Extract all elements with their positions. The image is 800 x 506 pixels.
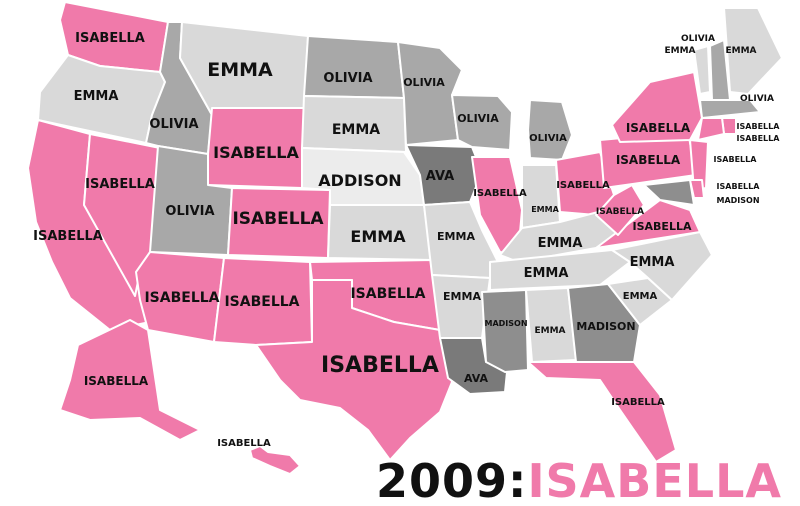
state-tn[interactable] <box>489 249 631 291</box>
label-wv: ISABELLA <box>596 207 644 217</box>
label-wy: ISABELLA <box>213 143 299 162</box>
label-tx: ISABELLA <box>321 353 439 378</box>
label-ia: AVA <box>426 169 454 184</box>
label-wa: ISABELLA <box>75 31 145 46</box>
label-ny: ISABELLA <box>626 121 691 135</box>
label-vt: EMMA <box>664 46 695 56</box>
map-title: 2009:ISABELLA <box>376 458 782 504</box>
label-pa: ISABELLA <box>616 153 681 167</box>
label-va: ISABELLA <box>633 220 692 233</box>
label-la: AVA <box>464 372 489 385</box>
label-ok: ISABELLA <box>350 286 425 302</box>
label-tn: EMMA <box>524 266 569 281</box>
state-hi[interactable] <box>249 445 301 475</box>
label-ri: ISABELLA <box>737 122 781 131</box>
label-ms: MADISON <box>484 319 527 328</box>
label-ga: MADISON <box>576 320 635 333</box>
state-sd[interactable] <box>301 95 407 153</box>
label-mn: OLIVIA <box>403 76 445 89</box>
state-ct[interactable] <box>697 117 725 141</box>
label-ca: ISABELLA <box>33 229 103 244</box>
label-ks: EMMA <box>350 227 406 246</box>
label-sc: EMMA <box>623 291 658 302</box>
label-nm: ISABELLA <box>224 294 299 310</box>
label-in: EMMA <box>531 205 559 214</box>
state-ar[interactable] <box>431 274 491 339</box>
label-ma: OLIVIA <box>740 94 774 104</box>
label-hi: ISABELLA <box>217 438 271 449</box>
state-fl[interactable] <box>527 361 677 463</box>
state-mi[interactable] <box>527 99 573 161</box>
state-tx[interactable] <box>255 279 453 461</box>
label-wi: OLIVIA <box>457 112 499 125</box>
label-id: OLIVIA <box>149 117 198 132</box>
state-va[interactable] <box>595 199 701 249</box>
state-ms[interactable] <box>481 289 529 373</box>
label-oh: ISABELLA <box>556 180 610 191</box>
label-de: ISABELLA <box>717 182 761 191</box>
state-vt[interactable] <box>693 45 711 95</box>
label-az: ISABELLA <box>144 290 219 306</box>
label-mo: EMMA <box>437 230 475 243</box>
label-co: ISABELLA <box>232 209 324 229</box>
state-ma[interactable] <box>699 99 761 119</box>
label-nj: ISABELLA <box>714 155 758 164</box>
state-la[interactable] <box>439 337 509 395</box>
state-wv[interactable] <box>595 184 645 236</box>
label-nh: OLIVIA <box>681 34 715 44</box>
state-me[interactable] <box>723 7 783 95</box>
label-nv: ISABELLA <box>85 177 155 192</box>
label-md: MADISON <box>716 196 759 205</box>
label-ky: EMMA <box>538 236 583 251</box>
state-nd[interactable] <box>303 35 405 99</box>
state-mn[interactable] <box>397 41 463 146</box>
label-al: EMMA <box>534 326 565 336</box>
state-wi[interactable] <box>451 94 513 151</box>
state-wy[interactable] <box>207 107 305 189</box>
state-in[interactable] <box>521 164 561 229</box>
state-md[interactable] <box>643 179 695 206</box>
label-fl: ISABELLA <box>611 397 665 408</box>
label-il: ISABELLA <box>473 188 527 199</box>
state-nj[interactable] <box>689 139 709 191</box>
label-sd: EMMA <box>332 122 380 138</box>
label-nd: OLIVIA <box>323 71 372 86</box>
label-mt: EMMA <box>207 59 273 81</box>
label-ut: OLIVIA <box>165 204 214 219</box>
title-year: 2009: <box>376 454 528 506</box>
state-ak[interactable] <box>59 319 201 441</box>
label-me: EMMA <box>725 46 756 56</box>
label-nc: EMMA <box>630 255 675 270</box>
label-ar: EMMA <box>443 290 481 303</box>
title-name: ISABELLA <box>527 454 782 506</box>
label-ne: ADDISON <box>318 171 401 190</box>
label-or: EMMA <box>74 89 119 104</box>
label-ct: ISABELLA <box>737 134 781 143</box>
label-ak: ISABELLA <box>84 374 149 388</box>
label-mi: OLIVIA <box>529 133 567 144</box>
